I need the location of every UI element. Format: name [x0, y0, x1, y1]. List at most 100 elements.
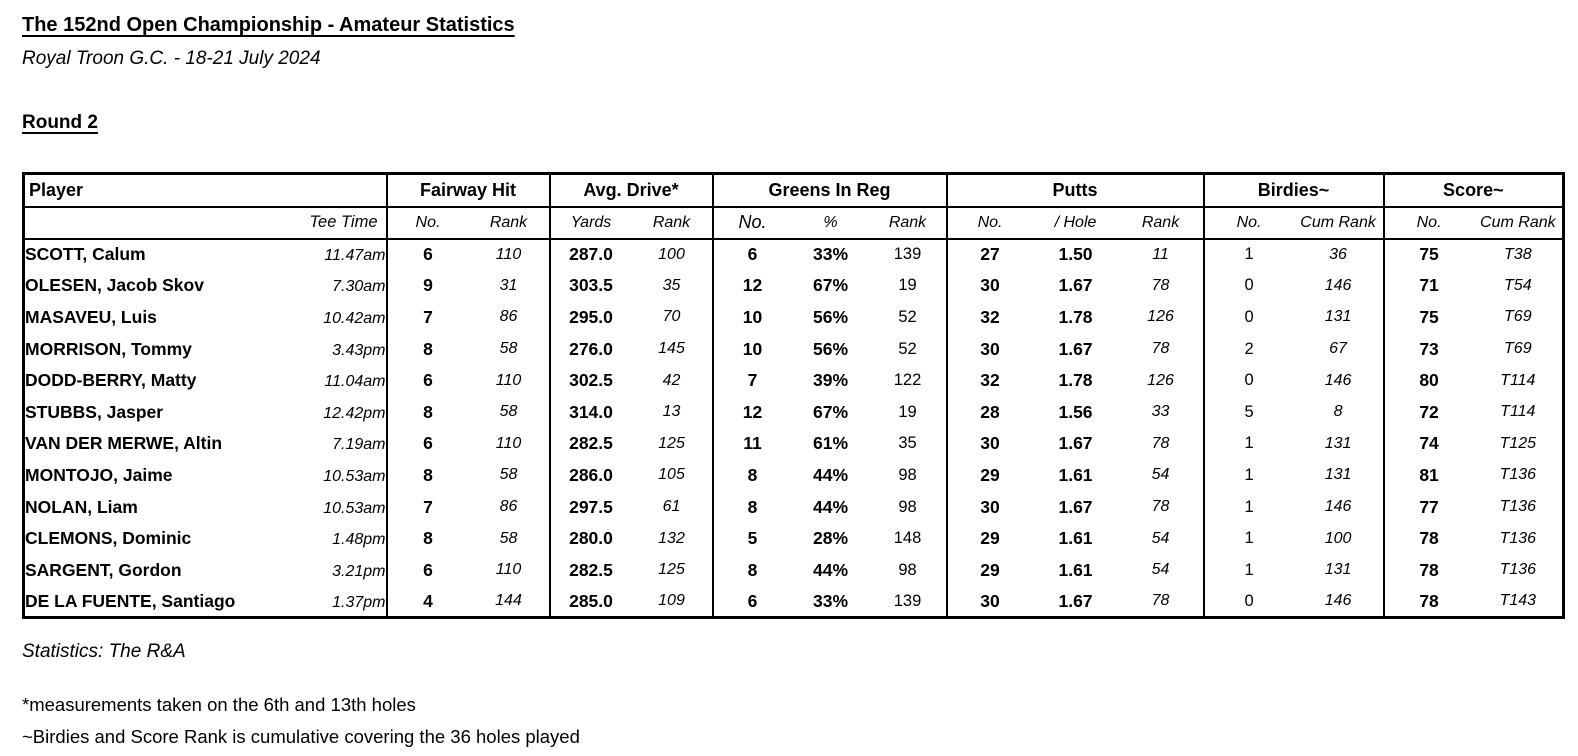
table-row: VAN DER MERWE, Altin 7.19am 6 110 282.5 125 11…	[24, 428, 1564, 460]
cell-putts-per-hole: 1.78	[1058, 306, 1093, 327]
tee-time: 7.19am	[332, 436, 386, 454]
tee-time: 1.37pm	[332, 593, 386, 611]
cell-putts-per-hole: 1.67	[1058, 275, 1093, 296]
cell-birdies-no: 0	[1202, 270, 1294, 302]
player-name: MASAVEU, Luis	[25, 306, 157, 327]
cell-putts-rank: 78	[1151, 340, 1170, 358]
tee-time: 10.42am	[323, 309, 386, 327]
cell-gir-no: 8	[711, 491, 792, 523]
cell-drive-rank: 42	[662, 371, 681, 389]
cell-gir-rank: 52	[898, 307, 917, 326]
col-subheader-fairway-rank: Rank	[468, 206, 550, 240]
table-row: SARGENT, Gordon 3.21pm 6 110 282.5 125 8 44% 98 2…	[24, 554, 1564, 587]
player-name: MONTOJO, Jaime	[25, 464, 173, 485]
table-row: DODD-BERRY, Matty 11.04am 6 110 302.5 42 7 39% 1…	[24, 364, 1564, 397]
cell-birdies-cum-rank: 131	[1324, 466, 1352, 484]
col-subheader-birdies-cum-rank: Cum Rank	[1293, 206, 1384, 240]
cell-gir-pct: 67%	[812, 401, 849, 422]
cell-fairway-no: 8	[385, 333, 469, 365]
table-row: MONTOJO, Jaime 10.53am 8 58 286.0 105 8 44% 98 29…	[24, 459, 1564, 492]
cell-gir-no: 11	[711, 428, 792, 460]
cell-gir-no: 6	[711, 586, 792, 618]
cell-drive-yards: 314.0	[548, 396, 632, 429]
cell-drive-rank: 125	[658, 434, 685, 452]
cell-gir-pct: 56%	[812, 306, 849, 327]
cell-drive-rank: 35	[662, 276, 681, 294]
table-row: CLEMONS, Dominic 1.48pm 8 58 280.0 132 5 28% 148…	[24, 522, 1564, 555]
cell-putts-per-hole: 1.61	[1058, 559, 1093, 580]
cell-fairway-no: 6	[385, 364, 469, 397]
cell-putts-no: 30	[945, 491, 1033, 523]
cell-birdies-cum-rank: 146	[1324, 276, 1352, 294]
cell-score-cum-rank: T69	[1504, 340, 1532, 358]
cell-drive-yards: 276.0	[548, 333, 632, 365]
cell-putts-per-hole: 1.61	[1058, 464, 1093, 485]
cell-birdies-no: 1	[1202, 459, 1294, 492]
cell-fairway-rank: 86	[499, 308, 518, 326]
cell-score-no: 77	[1382, 491, 1474, 523]
cell-gir-rank: 98	[898, 560, 917, 579]
cell-putts-no: 28	[945, 396, 1033, 429]
col-subheader-birdies-no: No.	[1202, 206, 1294, 240]
page-title: The 152nd Open Championship - Amateur St…	[22, 14, 515, 36]
cell-fairway-rank: 110	[495, 245, 522, 263]
col-subheader-drive-yards: Yards	[548, 206, 632, 240]
round-label: Round 2	[22, 112, 98, 133]
cell-score-cum-rank: T38	[1504, 245, 1532, 263]
cell-gir-rank: 98	[898, 465, 917, 484]
cell-gir-pct: 44%	[812, 559, 849, 580]
col-header-fairway-hit: Fairway Hit	[385, 173, 550, 208]
cell-putts-per-hole: 1.56	[1058, 401, 1093, 422]
table-row: NOLAN, Liam 10.53am 7 86 297.5 61 8 44% 98 30 1.67…	[24, 491, 1564, 523]
cell-putts-no: 30	[945, 586, 1033, 618]
cell-score-no: 74	[1382, 428, 1474, 460]
player-name: CLEMONS, Dominic	[25, 528, 192, 549]
sub-header-row: Tee Time No. Rank Yards Rank No. % Rank …	[23, 206, 1564, 240]
cell-fairway-no: 7	[385, 301, 469, 334]
cell-player: VAN DER MERWE, Altin 7.19am	[24, 428, 387, 460]
cell-putts-no: 27	[945, 238, 1033, 271]
cell-putts-rank: 78	[1151, 434, 1170, 452]
table-header: Player Fairway Hit Avg. Drive* Greens In…	[23, 173, 1564, 240]
col-header-putts: Putts	[945, 173, 1204, 208]
cell-player: NOLAN, Liam 10.53am	[24, 491, 387, 523]
tee-time: 1.48pm	[332, 531, 386, 549]
cell-score-cum-rank: T125	[1499, 434, 1537, 452]
cell-player: DE LA FUENTE, Santiago 1.37pm	[24, 586, 387, 618]
cell-score-no: 80	[1382, 364, 1474, 397]
col-header-birdies: Birdies~	[1202, 173, 1384, 208]
cell-birdies-no: 1	[1202, 491, 1294, 523]
cell-gir-pct: 44%	[812, 464, 849, 485]
cell-score-no: 73	[1382, 333, 1474, 365]
tee-time: 7.30am	[332, 278, 386, 296]
player-name: SARGENT, Gordon	[25, 559, 182, 580]
cell-putts-per-hole: 1.78	[1058, 370, 1093, 391]
player-name: OLESEN, Jacob Skov	[25, 275, 204, 296]
cell-player: OLESEN, Jacob Skov 7.30am	[24, 270, 387, 302]
cell-putts-no: 30	[945, 428, 1033, 460]
cell-score-cum-rank: T114	[1500, 371, 1536, 389]
table-row: OLESEN, Jacob Skov 7.30am 9 31 303.5 35 12 67% 1…	[24, 270, 1564, 302]
player-name: SCOTT, Calum	[25, 244, 146, 265]
cell-gir-no: 8	[711, 554, 792, 587]
cell-birdies-no: 1	[1202, 522, 1294, 555]
cell-fairway-no: 6	[385, 428, 469, 460]
col-subheader-putts-rank: Rank	[1118, 206, 1204, 240]
player-rows: SCOTT, Calum 11.47am 6 110 287.0 100 6 33% 139 27…	[24, 238, 1564, 618]
cell-fairway-rank: 86	[499, 498, 518, 516]
cell-putts-no: 29	[945, 459, 1033, 492]
cell-score-no: 78	[1382, 522, 1474, 555]
cell-drive-yards: 285.0	[548, 586, 632, 618]
cell-putts-rank: 126	[1147, 371, 1174, 389]
cell-fairway-rank: 31	[499, 276, 518, 294]
cell-drive-rank: 145	[658, 340, 685, 358]
cell-gir-rank: 19	[898, 402, 917, 421]
cell-gir-pct: 39%	[812, 370, 849, 391]
cell-drive-rank: 70	[662, 308, 681, 326]
cell-gir-rank: 52	[898, 339, 917, 358]
col-subheader-gir-no: No.	[711, 206, 792, 240]
col-subheader-putts-no: No.	[945, 206, 1033, 240]
cell-birdies-cum-rank: 146	[1324, 371, 1352, 389]
cell-gir-pct: 56%	[812, 338, 849, 359]
cell-gir-no: 7	[711, 364, 792, 397]
